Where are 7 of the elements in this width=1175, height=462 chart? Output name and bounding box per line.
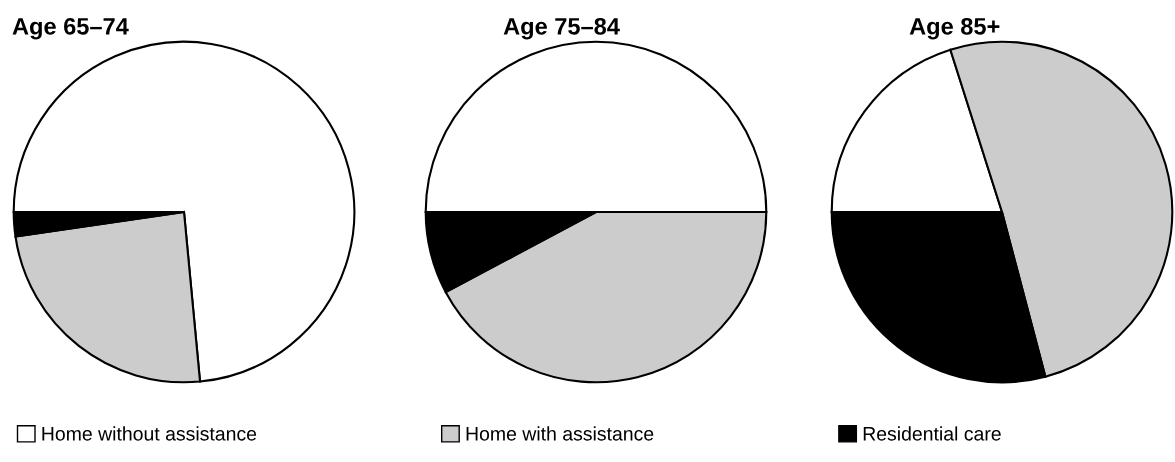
chart-title: Age 65–74 [12, 17, 129, 40]
legend-label: Residential care [863, 426, 1001, 441]
pie-slice [12, 40, 356, 383]
chart-title: Age 85+ [909, 17, 1000, 40]
legend-label: Home without assistance [42, 426, 257, 441]
legend-label: Home with assistance [466, 426, 654, 441]
chart-title: Age 75–84 [503, 17, 620, 40]
